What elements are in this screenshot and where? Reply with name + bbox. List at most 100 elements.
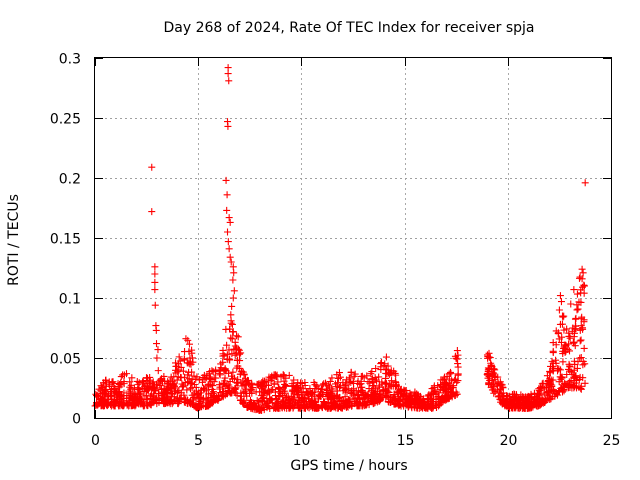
data-point — [577, 384, 585, 392]
data-point — [233, 364, 241, 372]
data-point — [424, 403, 432, 411]
data-point — [185, 340, 193, 348]
data-point — [197, 394, 205, 402]
y-tick-label: 0.3 — [59, 52, 81, 68]
data-point — [267, 377, 275, 385]
data-point — [274, 385, 282, 393]
data-point — [281, 389, 289, 397]
data-point — [430, 384, 438, 392]
data-point — [369, 378, 377, 386]
data-point — [148, 208, 156, 216]
data-point — [453, 355, 461, 363]
data-point — [185, 375, 193, 383]
data-point — [98, 383, 106, 391]
data-point — [453, 378, 461, 386]
data-point — [247, 386, 255, 394]
data-point — [557, 338, 565, 346]
data-point — [382, 379, 390, 387]
data-point — [150, 382, 158, 390]
data-point — [546, 367, 554, 375]
data-point — [559, 358, 567, 366]
data-point — [491, 388, 499, 396]
data-point — [549, 393, 557, 401]
data-point — [209, 393, 217, 401]
data-point — [180, 355, 188, 363]
data-point — [199, 374, 207, 382]
data-point — [385, 370, 393, 378]
data-point — [174, 388, 182, 396]
data-point — [301, 401, 309, 409]
data-point — [151, 270, 159, 278]
data-point — [576, 354, 584, 362]
data-point — [578, 265, 586, 273]
data-point — [158, 385, 166, 393]
data-point — [222, 176, 230, 184]
data-point — [175, 366, 183, 374]
data-point — [123, 370, 131, 378]
data-point — [568, 368, 576, 376]
data-point — [225, 214, 233, 222]
data-point — [302, 389, 310, 397]
data-point — [156, 376, 164, 384]
data-point — [572, 314, 580, 322]
data-point — [548, 386, 556, 394]
data-point — [448, 377, 456, 385]
data-point — [560, 343, 568, 351]
data-point — [226, 253, 234, 261]
data-point — [231, 385, 239, 393]
data-point — [268, 375, 276, 383]
data-point — [350, 379, 358, 387]
data-point — [577, 336, 585, 344]
data-point — [388, 377, 396, 385]
x-tick-label: 10 — [293, 433, 311, 449]
data-point — [232, 384, 240, 392]
data-point — [382, 365, 390, 373]
data-point — [187, 400, 195, 408]
data-point — [581, 179, 589, 187]
data-point — [537, 385, 545, 393]
data-point — [567, 380, 575, 388]
data-point — [537, 398, 545, 406]
data-point — [188, 354, 196, 362]
data-point — [454, 351, 462, 359]
data-point — [484, 374, 492, 382]
y-tick-label: 0 — [72, 412, 81, 428]
data-point — [281, 382, 289, 390]
data-point — [219, 388, 227, 396]
data-point — [186, 360, 194, 368]
data-point — [255, 398, 263, 406]
data-point — [404, 401, 412, 409]
data-point — [218, 392, 226, 400]
data-point — [196, 398, 204, 406]
data-point — [288, 392, 296, 400]
data-point — [485, 353, 493, 361]
data-point — [364, 391, 372, 399]
data-point — [453, 347, 461, 355]
data-point — [247, 385, 255, 393]
data-point — [267, 386, 275, 394]
data-point — [226, 378, 234, 386]
data-point — [137, 391, 145, 399]
data-point — [225, 245, 233, 253]
data-point — [259, 377, 267, 385]
data-point — [558, 312, 566, 320]
data-point — [228, 388, 236, 396]
data-point — [219, 350, 227, 358]
data-point — [536, 399, 544, 407]
data-point — [413, 390, 421, 398]
y-tick-label: 0.15 — [50, 232, 81, 248]
data-point — [567, 300, 575, 308]
data-point — [158, 396, 166, 404]
data-point — [530, 396, 538, 404]
data-point — [497, 385, 505, 393]
data-point — [230, 269, 238, 277]
data-point — [104, 400, 112, 408]
data-point — [434, 382, 442, 390]
data-point — [312, 403, 320, 411]
data-point — [555, 306, 563, 314]
data-point — [449, 389, 457, 397]
chart-title: Day 268 of 2024, Rate Of TEC Index for r… — [163, 20, 534, 36]
data-point — [527, 402, 535, 410]
y-tick-label: 0.05 — [50, 352, 81, 368]
data-point — [163, 382, 171, 390]
